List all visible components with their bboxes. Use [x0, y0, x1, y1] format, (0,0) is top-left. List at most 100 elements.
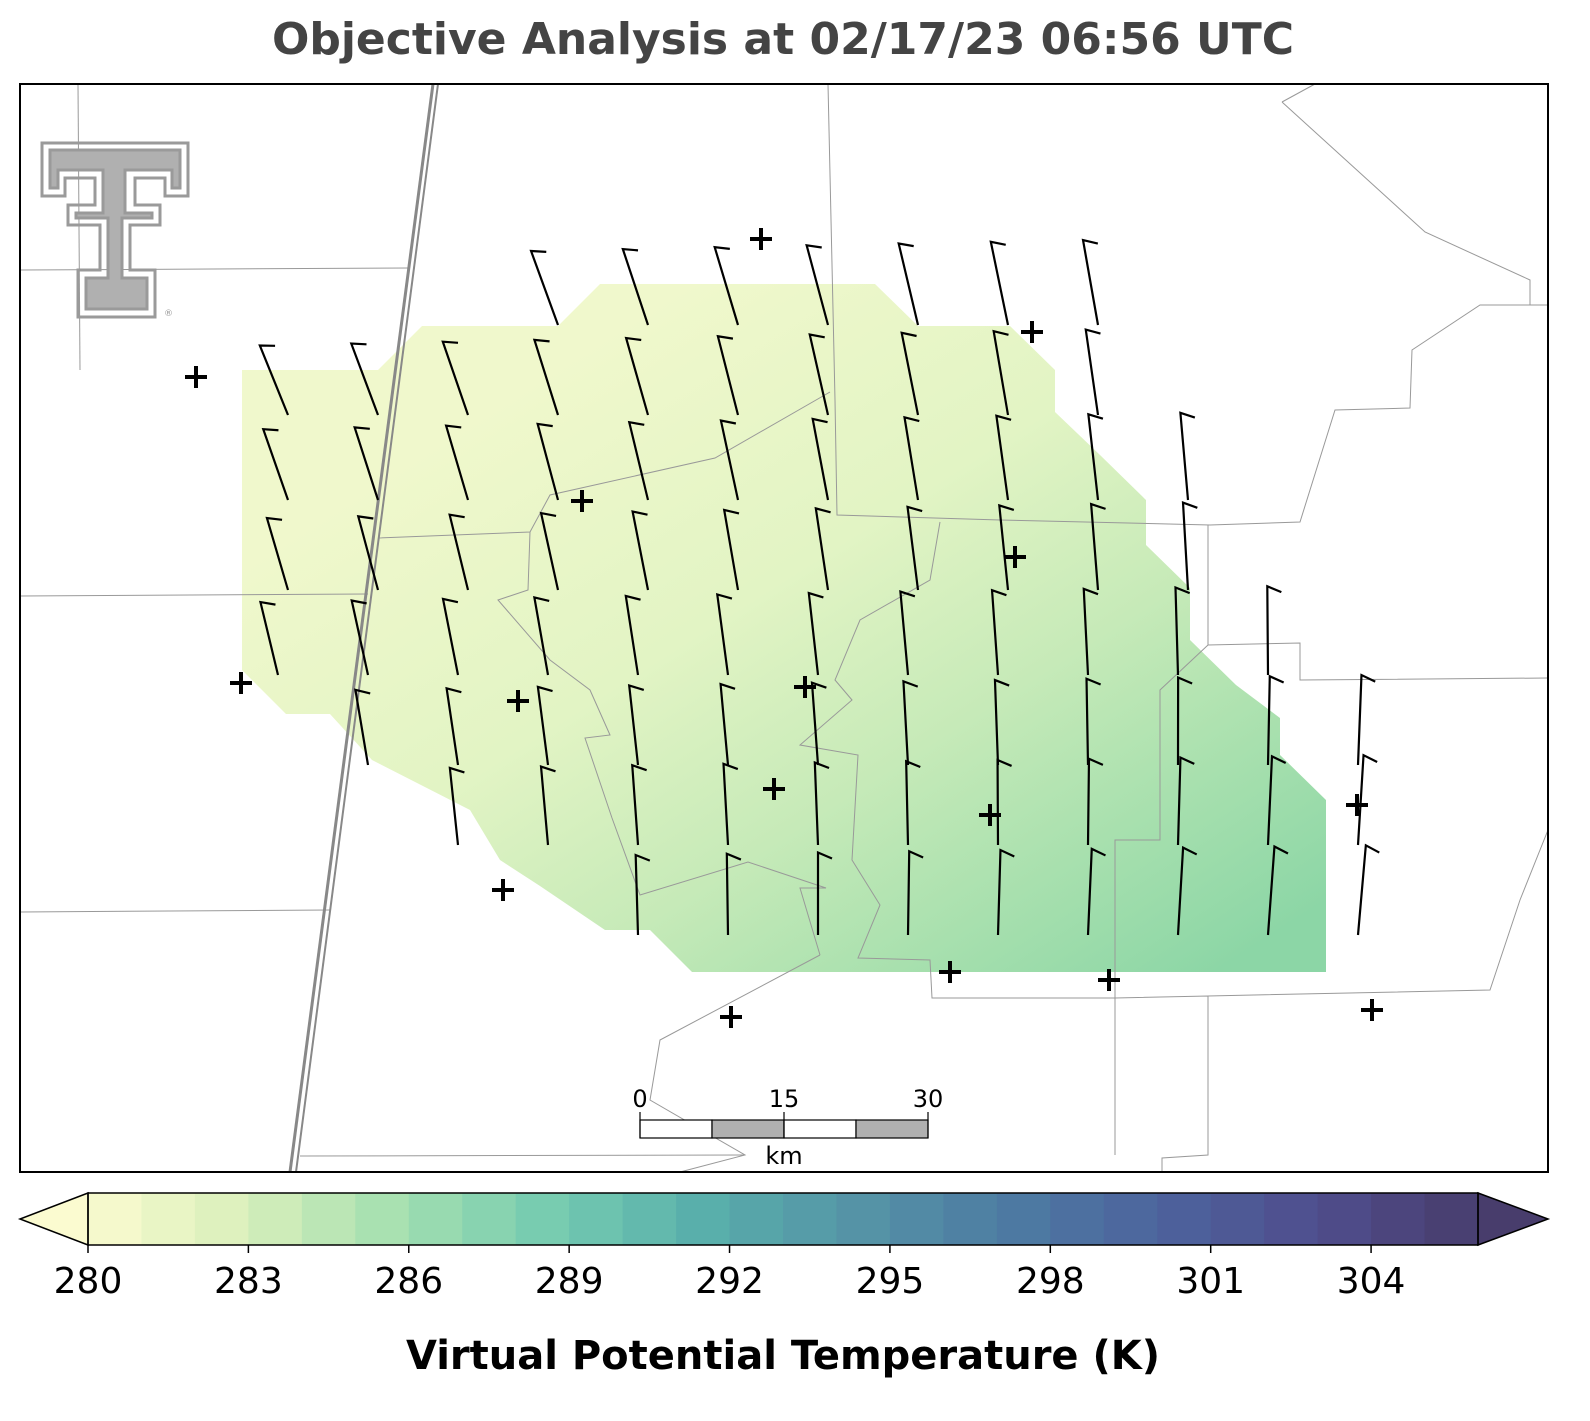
wind-barb: [906, 505, 923, 591]
wind-barb: [444, 424, 470, 501]
wind-barb: [810, 681, 827, 766]
colorbar-tick-label: 298: [1016, 1261, 1085, 1302]
wind-barb: [1086, 847, 1106, 936]
station-marker: [939, 961, 961, 983]
wind-barb: [441, 597, 460, 676]
wind-barb: [1356, 753, 1378, 846]
wind-barb: [719, 419, 740, 501]
colorbar-band: [141, 1193, 196, 1245]
colorbar-band: [783, 1193, 837, 1245]
wind-barb: [1181, 501, 1198, 591]
wind-barb: [1087, 412, 1104, 501]
scale-segment: [855, 1119, 929, 1139]
wind-barb: [813, 760, 830, 846]
station-marker: [185, 366, 207, 388]
station-marker: [750, 228, 772, 250]
wind-barb: [897, 242, 920, 326]
wind-barb: [1084, 328, 1101, 416]
wind-barb: [1266, 674, 1285, 766]
wind-barb: [536, 422, 560, 501]
wind-barb: [265, 516, 290, 591]
colorbar-band: [88, 1193, 142, 1245]
wind-barb: [634, 853, 651, 936]
scale-tick-label: 0: [632, 1085, 647, 1113]
wind-barb: [715, 592, 733, 676]
wind-barb: [536, 685, 553, 766]
colorbar-band: [943, 1193, 998, 1245]
colorbar-band: [1050, 1193, 1105, 1245]
colorbar-band: [729, 1193, 784, 1245]
map-area: ® 0 15 30 km: [19, 83, 1549, 1173]
station-marker: [571, 490, 593, 512]
station-marker: [1361, 999, 1383, 1021]
colorbar-extend-high: [1477, 1191, 1551, 1247]
station-marker: [1004, 546, 1026, 568]
colorbar-band: [248, 1193, 303, 1245]
colorbar-frame: [87, 1192, 1479, 1246]
wind-barb: [350, 599, 370, 676]
wind-barb: [1082, 587, 1099, 676]
svg-text:®: ®: [164, 309, 173, 319]
wind-barb: [989, 240, 1010, 326]
colorbar-band: [1317, 1193, 1372, 1245]
wind-barb: [902, 679, 919, 766]
wind-barb: [1266, 584, 1282, 676]
colorbar-tick-label: 283: [214, 1261, 283, 1302]
colorbar-band: [836, 1193, 891, 1245]
wind-barb: [1176, 675, 1193, 766]
station-marker: [720, 1006, 742, 1028]
colorbar-tick-label: 304: [1337, 1261, 1406, 1302]
station-marker: [230, 672, 252, 694]
wind-barb: [631, 763, 647, 846]
wind-barb: [621, 247, 650, 326]
wind-barb: [722, 762, 739, 846]
county-lines: [19, 83, 1549, 1173]
wind-barb: [996, 848, 1015, 936]
wind-barb: [899, 590, 916, 676]
wind-barb: [722, 508, 740, 591]
station-marker: [1021, 321, 1043, 343]
wind-barb: [529, 249, 560, 326]
wind-barb: [627, 420, 650, 501]
wind-barb: [532, 338, 560, 416]
scale-segment: [783, 1119, 857, 1139]
wind-barb: [713, 245, 740, 326]
wind-barb: [354, 688, 371, 766]
colorbar-band: [1157, 1193, 1212, 1245]
wind-barb: [1174, 585, 1191, 676]
analysis-field: [242, 284, 1326, 972]
scale-segment: [639, 1119, 713, 1139]
wind-barb: [716, 334, 740, 416]
colorbar-band: [889, 1193, 944, 1245]
wind-barb: [539, 764, 556, 846]
wind-barb: [811, 417, 830, 501]
wind-barb: [353, 426, 380, 501]
stations: [185, 228, 1383, 1028]
wind-barb: [448, 513, 470, 591]
colorbar-band: [515, 1193, 570, 1245]
state-line: [288, 83, 435, 1173]
colorbar-label: Virtual Potential Temperature (K): [406, 1333, 1160, 1379]
colorbar-band: [569, 1193, 624, 1245]
wind-barb: [261, 427, 290, 501]
colorbar-tick-label: 289: [535, 1261, 604, 1302]
wind-barb: [992, 329, 1010, 416]
colorbar-extend-low: [17, 1191, 89, 1247]
station-marker: [1098, 969, 1120, 991]
wind-barb: [631, 510, 650, 591]
colorbar-band: [301, 1193, 356, 1245]
colorbar-band: [1264, 1193, 1319, 1245]
wind-barb: [906, 849, 924, 936]
wind-barb: [998, 503, 1015, 591]
colorbar-tick-label: 301: [1176, 1261, 1245, 1302]
map-frame: [19, 83, 1549, 1173]
colorbar-band: [462, 1193, 517, 1245]
colorbar-tick-label: 280: [54, 1261, 123, 1302]
colorbar-band: [622, 1193, 677, 1245]
wind-barb: [445, 686, 462, 766]
wind-barb: [1085, 677, 1102, 766]
station-marker: [763, 778, 785, 800]
colorbar: 280 283 286 289 292 295 298 301 304: [17, 1191, 1551, 1302]
station-marker: [507, 690, 529, 712]
